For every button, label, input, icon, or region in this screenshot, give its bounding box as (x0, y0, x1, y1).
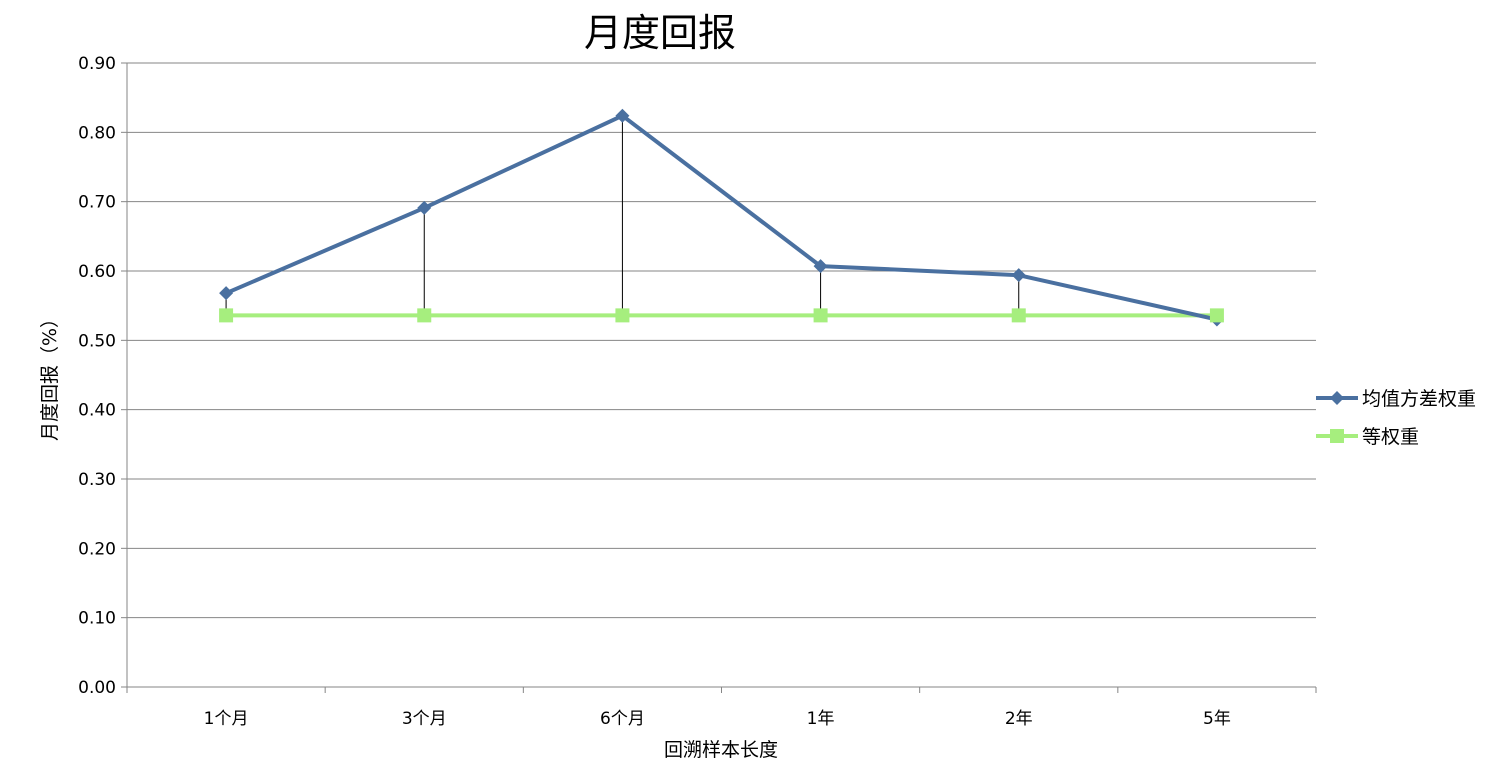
y-tick-label: 0.90 (78, 54, 116, 74)
x-tick-label: 2年 (1005, 709, 1033, 729)
x-tick-label: 5年 (1203, 709, 1231, 729)
y-tick-label: 0.70 (78, 193, 116, 213)
data-point (1011, 268, 1026, 283)
chart-title: 月度回报 (584, 11, 736, 55)
y-tick-label: 0.60 (78, 262, 116, 282)
y-tick-label: 0.50 (78, 331, 116, 351)
y-tick-label: 0.10 (78, 609, 116, 629)
x-tick-label: 1个月 (204, 709, 249, 729)
y-tick-label: 0.30 (78, 470, 116, 490)
x-axis-ticks: 1个月 3个月 6个月 1年 2年 5年 (126, 687, 1317, 729)
legend-marker (1330, 391, 1344, 405)
y-tick-label: 0.80 (78, 123, 116, 143)
y-tick-label: 0.40 (78, 401, 116, 421)
y-tick-label: 0.00 (78, 678, 116, 698)
x-tick-label: 6个月 (600, 709, 645, 729)
data-point (615, 108, 630, 123)
y-axis-ticks: 0.00 0.10 0.20 0.30 0.40 0.50 0.60 0.70 0.80 0.90 (78, 54, 127, 698)
gridlines (127, 62, 1316, 619)
data-point (1209, 308, 1224, 323)
legend-label: 等权重 (1362, 426, 1419, 448)
data-point (417, 308, 432, 323)
data-point (417, 200, 432, 215)
series-line (225, 113, 1218, 322)
x-axis-title: 回溯样本长度 (664, 739, 778, 761)
y-axis-title: 月度回报（%） (39, 309, 61, 441)
drop-lines (225, 115, 1218, 320)
series-group (219, 108, 1224, 327)
y-tick-label: 0.20 (78, 539, 116, 559)
legend-label: 均值方差权重 (1362, 388, 1476, 410)
legend-marker (1330, 429, 1344, 443)
data-point (615, 308, 630, 323)
data-point (813, 308, 828, 323)
data-point (219, 308, 234, 323)
data-point (1011, 308, 1026, 323)
data-point (813, 259, 828, 274)
data-point (219, 286, 234, 301)
x-tick-label: 1年 (807, 709, 835, 729)
x-tick-label: 3个月 (402, 709, 447, 729)
